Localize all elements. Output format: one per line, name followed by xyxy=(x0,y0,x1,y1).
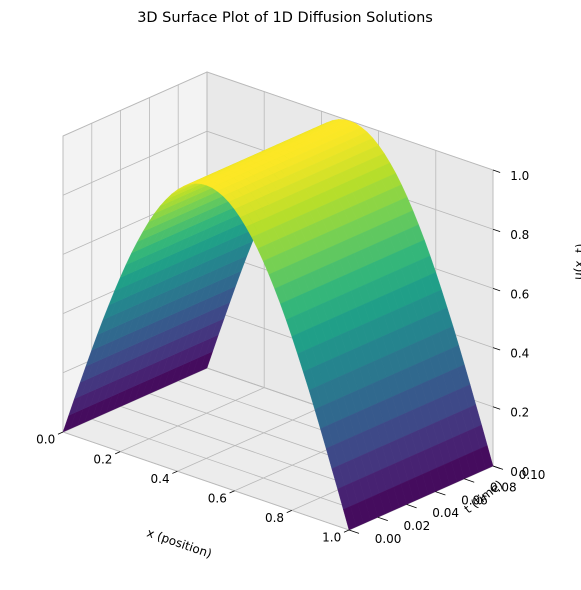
y-tick xyxy=(406,504,417,509)
x-tick-label: 0.2 xyxy=(93,452,112,466)
z-tick-label: 0.0 xyxy=(510,465,529,479)
chart-title: 3D Surface Plot of 1D Diffusion Solution… xyxy=(137,10,433,26)
z-tick xyxy=(492,169,501,173)
x-tick xyxy=(57,431,64,435)
x-tick xyxy=(343,529,350,533)
y-tick xyxy=(464,478,475,483)
z-tick xyxy=(492,406,501,410)
y-tick-label: 0.00 xyxy=(375,532,402,546)
x-tick-label: 0.4 xyxy=(151,472,170,486)
y-tick-label: 0.04 xyxy=(432,506,459,520)
z-grid-line xyxy=(62,71,494,171)
x-tick xyxy=(172,470,178,474)
z-tick-label: 0.8 xyxy=(510,228,529,242)
y-tick-label: 0.02 xyxy=(404,519,431,533)
x-axis-label: x (position) xyxy=(145,526,214,561)
y-tick-label: 0.08 xyxy=(490,481,517,495)
y-tick-label: 0.10 xyxy=(519,468,546,482)
y-tick xyxy=(348,529,360,534)
x-tick-label: 1.0 xyxy=(322,531,341,545)
z-tick-label: 1.0 xyxy=(510,169,529,183)
x-tick xyxy=(229,490,235,494)
z-tick xyxy=(492,465,501,469)
z-tick xyxy=(492,228,501,233)
x-tick-label: 0.6 xyxy=(208,492,227,506)
x-tick-label: 0.0 xyxy=(36,433,55,447)
surface-patch xyxy=(343,506,357,531)
z-tick-label: 0.6 xyxy=(510,287,529,301)
z-tick xyxy=(492,288,501,292)
z-tick xyxy=(492,347,501,351)
axis-ticks: 0.00.20.40.60.81.0 0.000.020.040.060.080.… xyxy=(36,169,545,546)
x-tick xyxy=(114,451,121,455)
surface-mesh xyxy=(62,119,494,531)
y-tick xyxy=(435,491,446,496)
x-tick xyxy=(286,510,292,514)
z-tick-label: 0.4 xyxy=(510,347,529,361)
z-tick-label: 0.2 xyxy=(510,406,529,420)
y-tick xyxy=(377,516,388,522)
x-tick-label: 0.8 xyxy=(265,511,284,525)
z-axis-label: u(x, t) xyxy=(571,243,581,280)
y-tick-label: 0.06 xyxy=(461,493,488,507)
